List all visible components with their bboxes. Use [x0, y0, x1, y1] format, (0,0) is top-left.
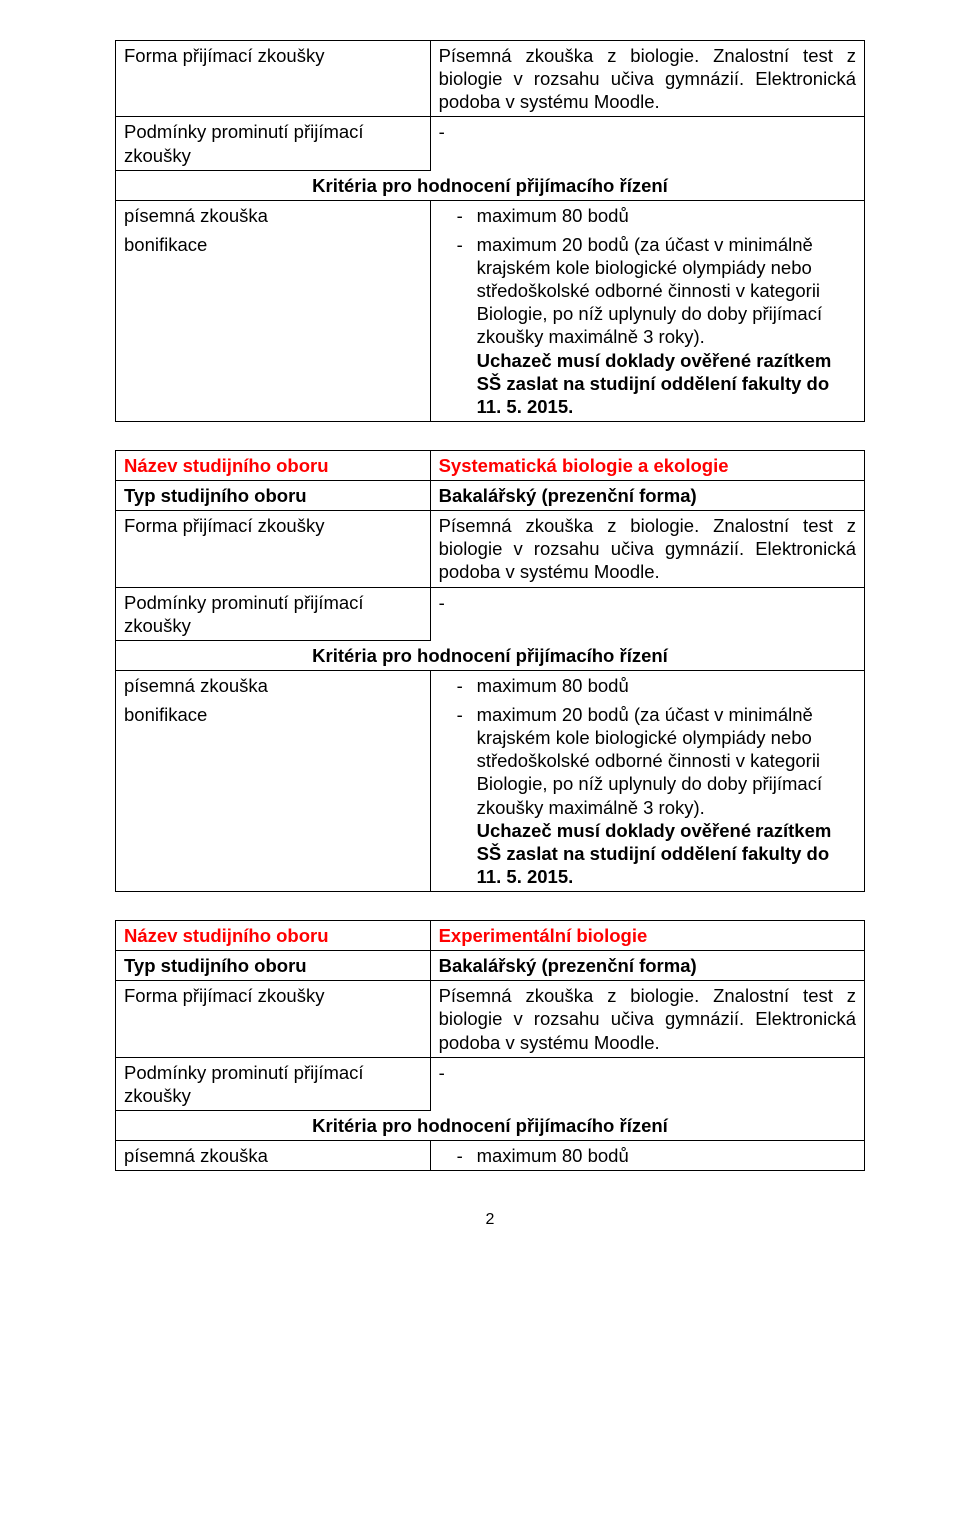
t2-cond-value: - — [430, 587, 864, 640]
t1-cond-value: - — [430, 117, 864, 170]
t2-type-label: Typ studijního oboru — [116, 481, 431, 511]
t3-name-value: Experimentální biologie — [430, 921, 864, 951]
t1-bonif-value: maximum 20 bodů (za účast v minimálně kr… — [430, 230, 864, 422]
t3-name-label: Název studijního oboru — [116, 921, 431, 951]
t2-name-label: Název studijního oboru — [116, 450, 431, 480]
t3-criteria-header: Kritéria pro hodnocení přijímacího řízen… — [116, 1110, 865, 1140]
t2-cond-label: Podmínky prominutí přijímací zkoušky — [116, 587, 431, 640]
t1-exam-label: písemná zkouška — [116, 200, 431, 230]
document-page: Forma přijímací zkoušky Písemná zkouška … — [0, 0, 960, 1269]
t1-criteria-header: Kritéria pro hodnocení přijímacího řízen… — [116, 170, 865, 200]
t2-exam-label: písemná zkouška — [116, 670, 431, 700]
t3-type-value: Bakalářský (prezenční forma) — [430, 951, 864, 981]
t1-cond-label: Podmínky prominutí přijímací zkoušky — [116, 117, 431, 170]
t3-type-label: Typ studijního oboru — [116, 951, 431, 981]
table-2: Název studijního oboru Systematická biol… — [115, 450, 865, 892]
page-number: 2 — [115, 1211, 865, 1229]
table-3: Název studijního oboru Experimentální bi… — [115, 920, 865, 1171]
t3-exam-label: písemná zkouška — [116, 1141, 431, 1171]
t3-form-label: Forma přijímací zkoušky — [116, 981, 431, 1057]
t1-exam-value: maximum 80 bodů — [430, 200, 864, 230]
t1-form-label: Forma přijímací zkoušky — [116, 41, 431, 117]
t1-form-value: Písemná zkouška z biologie. Znalostní te… — [430, 41, 864, 117]
t3-exam-value: maximum 80 bodů — [430, 1141, 864, 1171]
t1-bonif-label: bonifikace — [116, 230, 431, 422]
t2-bonif-value: maximum 20 bodů (za účast v minimálně kr… — [430, 700, 864, 892]
t3-cond-label: Podmínky prominutí přijímací zkoušky — [116, 1057, 431, 1110]
t2-criteria-header: Kritéria pro hodnocení přijímacího řízen… — [116, 640, 865, 670]
t2-bonif-label: bonifikace — [116, 700, 431, 892]
t3-cond-value: - — [430, 1057, 864, 1110]
t2-type-value: Bakalářský (prezenční forma) — [430, 481, 864, 511]
t2-exam-value: maximum 80 bodů — [430, 670, 864, 700]
t2-name-value: Systematická biologie a ekologie — [430, 450, 864, 480]
t2-form-label: Forma přijímací zkoušky — [116, 511, 431, 587]
t3-form-value: Písemná zkouška z biologie. Znalostní te… — [430, 981, 864, 1057]
t2-form-value: Písemná zkouška z biologie. Znalostní te… — [430, 511, 864, 587]
table-1: Forma přijímací zkoušky Písemná zkouška … — [115, 40, 865, 422]
